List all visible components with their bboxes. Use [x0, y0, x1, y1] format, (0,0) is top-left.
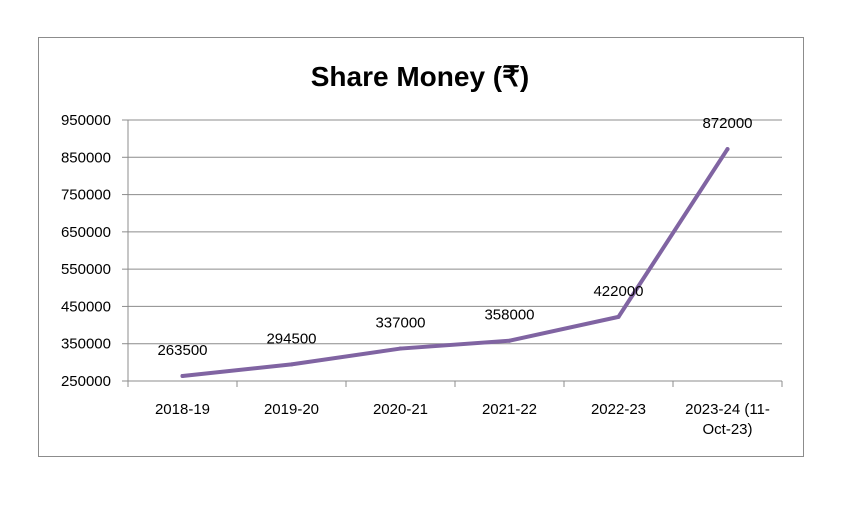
- chart-title: Share Money (₹): [311, 61, 530, 92]
- y-tick-label: 750000: [61, 187, 111, 204]
- data-point: [507, 338, 512, 343]
- x-tick-label: 2018-19: [155, 401, 210, 418]
- series-line: [180, 147, 730, 378]
- data-label: 263500: [157, 342, 207, 359]
- x-tick-label: 2019-20: [264, 401, 319, 418]
- x-tick-label: 2023-24 (11-Oct-23): [685, 401, 770, 438]
- y-tick-label: 650000: [61, 224, 111, 241]
- y-tick-label: 350000: [61, 336, 111, 353]
- y-tick-label: 250000: [61, 373, 111, 390]
- x-tick-label: 2020-21: [373, 401, 428, 418]
- x-tick-label: 2021-22: [482, 401, 537, 418]
- chart-frame: [38, 37, 804, 457]
- data-point: [616, 314, 621, 319]
- x-tick-labels: 2018-19 2019-20 2020-21 2021-22 2022-23 2023-…: [155, 401, 770, 438]
- data-label: 294500: [266, 330, 316, 347]
- y-tick-label: 450000: [61, 298, 111, 315]
- data-label: 337000: [375, 315, 425, 332]
- data-label: 358000: [484, 307, 534, 324]
- data-labels: 263500 294500 337000 358000 422000 872000: [157, 115, 752, 359]
- data-point: [398, 346, 403, 351]
- axes: [122, 119, 783, 387]
- x-tick-label: 2022-23: [591, 401, 646, 418]
- y-tick-labels: 250000 350000 450000 550000 650000 750000 8500…: [61, 112, 111, 390]
- data-point: [725, 147, 730, 152]
- gridlines: [128, 119, 782, 345]
- y-tick-label: 550000: [61, 261, 111, 278]
- data-point: [180, 373, 185, 378]
- data-label: 872000: [702, 115, 752, 132]
- data-point: [289, 362, 294, 367]
- y-tick-label: 950000: [61, 112, 111, 129]
- series-line-group: [180, 147, 730, 378]
- y-tick-label: 850000: [61, 149, 111, 166]
- data-label: 422000: [593, 283, 643, 300]
